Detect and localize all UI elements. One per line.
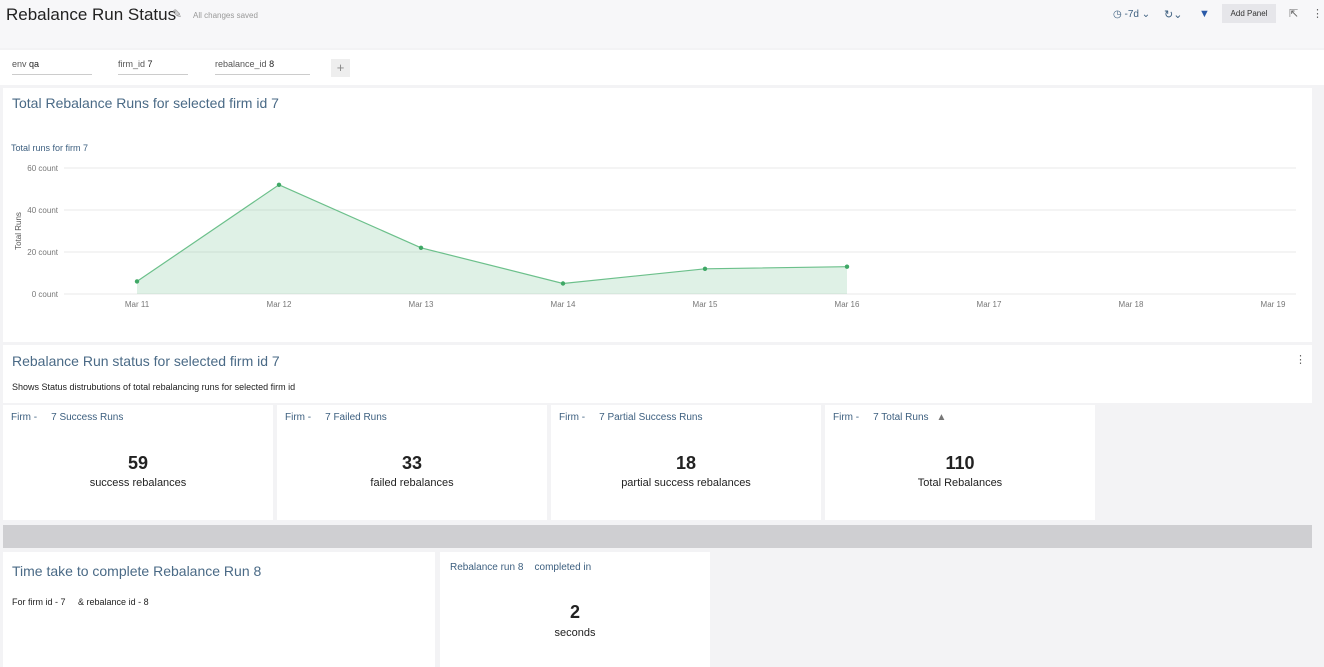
panel-title: Rebalance Run status for selected firm i… xyxy=(12,353,280,369)
filter-value: qa xyxy=(29,59,40,69)
panel-description: Shows Status distrubutions of total reba… xyxy=(12,382,296,392)
stat-value: 18 xyxy=(675,453,697,473)
text: & rebalance id - 8 xyxy=(78,597,149,607)
filter-label: firm_id xyxy=(118,59,146,69)
x-tick-label: Mar 19 xyxy=(1261,300,1286,309)
text: Firm - xyxy=(11,412,38,423)
page-title: Rebalance Run Status xyxy=(6,5,177,24)
text: For firm id - 7 xyxy=(12,597,66,607)
stat-card: Firm - 7 Failed Runs 33 failed rebalances xyxy=(277,405,547,520)
x-tick-label: Mar 15 xyxy=(693,300,718,309)
stat-header: Firm - 7 Failed Runs xyxy=(285,412,387,423)
add-panel-button[interactable]: Add Panel xyxy=(1222,4,1276,23)
header: Rebalance Run Status ✎ All changes saved… xyxy=(0,0,1324,48)
filter-label: env xyxy=(12,59,27,69)
x-tick-label: Mar 11 xyxy=(125,300,150,309)
filter-value: 7 xyxy=(147,59,153,69)
edit-icon[interactable]: ✎ xyxy=(172,7,183,21)
data-point xyxy=(702,266,708,271)
stat-value: 59 xyxy=(127,453,149,473)
text: 7 Total Runs xyxy=(873,412,929,423)
stat-header: Firm - 7 Success Runs xyxy=(11,412,123,423)
text: 7 Partial Success Runs xyxy=(599,412,703,423)
stat-label: partial success rebalances xyxy=(621,477,751,489)
stat-header: Firm - 7 Partial Success Runs xyxy=(559,412,703,423)
text: 7 Failed Runs xyxy=(325,412,387,423)
text: Firm - xyxy=(285,412,312,423)
filter-icon[interactable]: ▼ xyxy=(1199,8,1210,20)
stat-label: Total Rebalances xyxy=(917,477,1003,489)
panel: Time take to complete Rebalance Run 8 Fo… xyxy=(3,552,435,667)
time-range[interactable]: ◷ -7d ⌄ xyxy=(1113,9,1151,20)
x-tick-label: Mar 13 xyxy=(409,300,434,309)
y-tick-label: 60 count xyxy=(27,164,58,173)
x-tick-label: Mar 18 xyxy=(1119,300,1144,309)
x-tick-label: Mar 17 xyxy=(977,300,1002,309)
text: completed in xyxy=(534,562,592,573)
divider xyxy=(3,525,1312,548)
area xyxy=(137,184,847,294)
data-point xyxy=(418,245,424,250)
refresh[interactable]: ↻⌄ xyxy=(1164,9,1183,21)
y-axis-label: Total Runs xyxy=(14,212,23,250)
stat-card: Firm - 7 Success Runs 59 success rebalances xyxy=(3,405,273,520)
data-point xyxy=(844,264,850,269)
filter-label: rebalance_id xyxy=(215,59,267,69)
stat-header: Firm - 7 Total Runs ▲ xyxy=(833,412,946,423)
panel-title: Time take to complete Rebalance Run 8 xyxy=(12,563,262,579)
panel: Rebalance Run status for selected firm i… xyxy=(3,345,1312,403)
menu-icon[interactable]: ⋮ xyxy=(1312,8,1323,20)
x-tick-label: Mar 12 xyxy=(267,300,292,309)
text: 7 Success Runs xyxy=(51,412,124,423)
data-point xyxy=(134,279,140,284)
data-point xyxy=(560,281,566,286)
filter[interactable]: env qa xyxy=(12,59,92,75)
line xyxy=(136,184,848,285)
chart: Total runs for firm 7 Total Runs 0 count 20… xyxy=(11,143,1296,309)
stat-label: failed rebalances xyxy=(370,477,454,489)
stat-card: Rebalance run 8 completed in 2 seconds xyxy=(440,552,710,667)
stat-card: Firm - 7 Partial Success Runs 18 partial su… xyxy=(551,405,821,520)
share-icon[interactable]: ⇱ xyxy=(1289,8,1299,20)
y-tick-label: 20 count xyxy=(27,248,58,257)
filter[interactable]: firm_id 7 xyxy=(118,59,188,75)
panel: Total Rebalance Runs for selected firm i… xyxy=(3,88,1312,342)
clock-icon: ◷ xyxy=(1113,9,1125,20)
stat-label: seconds xyxy=(554,627,596,639)
x-tick-label: Mar 14 xyxy=(551,300,576,309)
filter-bar: env qa firm_id 7 rebalance_id 8 + xyxy=(0,50,1324,85)
data-point xyxy=(276,182,282,187)
time-range-value: -7d xyxy=(1124,9,1139,20)
panel-menu[interactable]: ⋮ xyxy=(1295,354,1306,366)
x-tick-label: Mar 16 xyxy=(835,300,860,309)
filter-value: 8 xyxy=(269,59,275,69)
stat-label: success rebalances xyxy=(89,477,187,489)
chart-title: Total runs for firm 7 xyxy=(11,143,88,153)
text: Rebalance run 8 xyxy=(450,562,524,573)
text: Firm - xyxy=(833,412,860,423)
stat-value: 110 xyxy=(945,453,975,473)
save-status: All changes saved xyxy=(193,11,258,20)
panel-title: Total Rebalance Runs for selected firm i… xyxy=(12,95,279,111)
text: Firm - xyxy=(559,412,586,423)
warning-icon: ▲ xyxy=(936,412,947,423)
stat-value: 33 xyxy=(401,453,423,473)
stat-card: Firm - 7 Total Runs ▲ 110 Total Rebalances xyxy=(825,405,1095,520)
y-tick-label: 0 count xyxy=(32,290,59,299)
panel-description: For firm id - 7 & rebalance id - 8 xyxy=(12,597,149,607)
y-tick-label: 40 count xyxy=(27,206,58,215)
stat-header: Rebalance run 8 completed in xyxy=(450,562,591,573)
filter[interactable]: rebalance_id 8 xyxy=(215,59,310,75)
stat-value: 2 xyxy=(569,602,580,622)
add-filter[interactable]: + xyxy=(331,59,350,77)
